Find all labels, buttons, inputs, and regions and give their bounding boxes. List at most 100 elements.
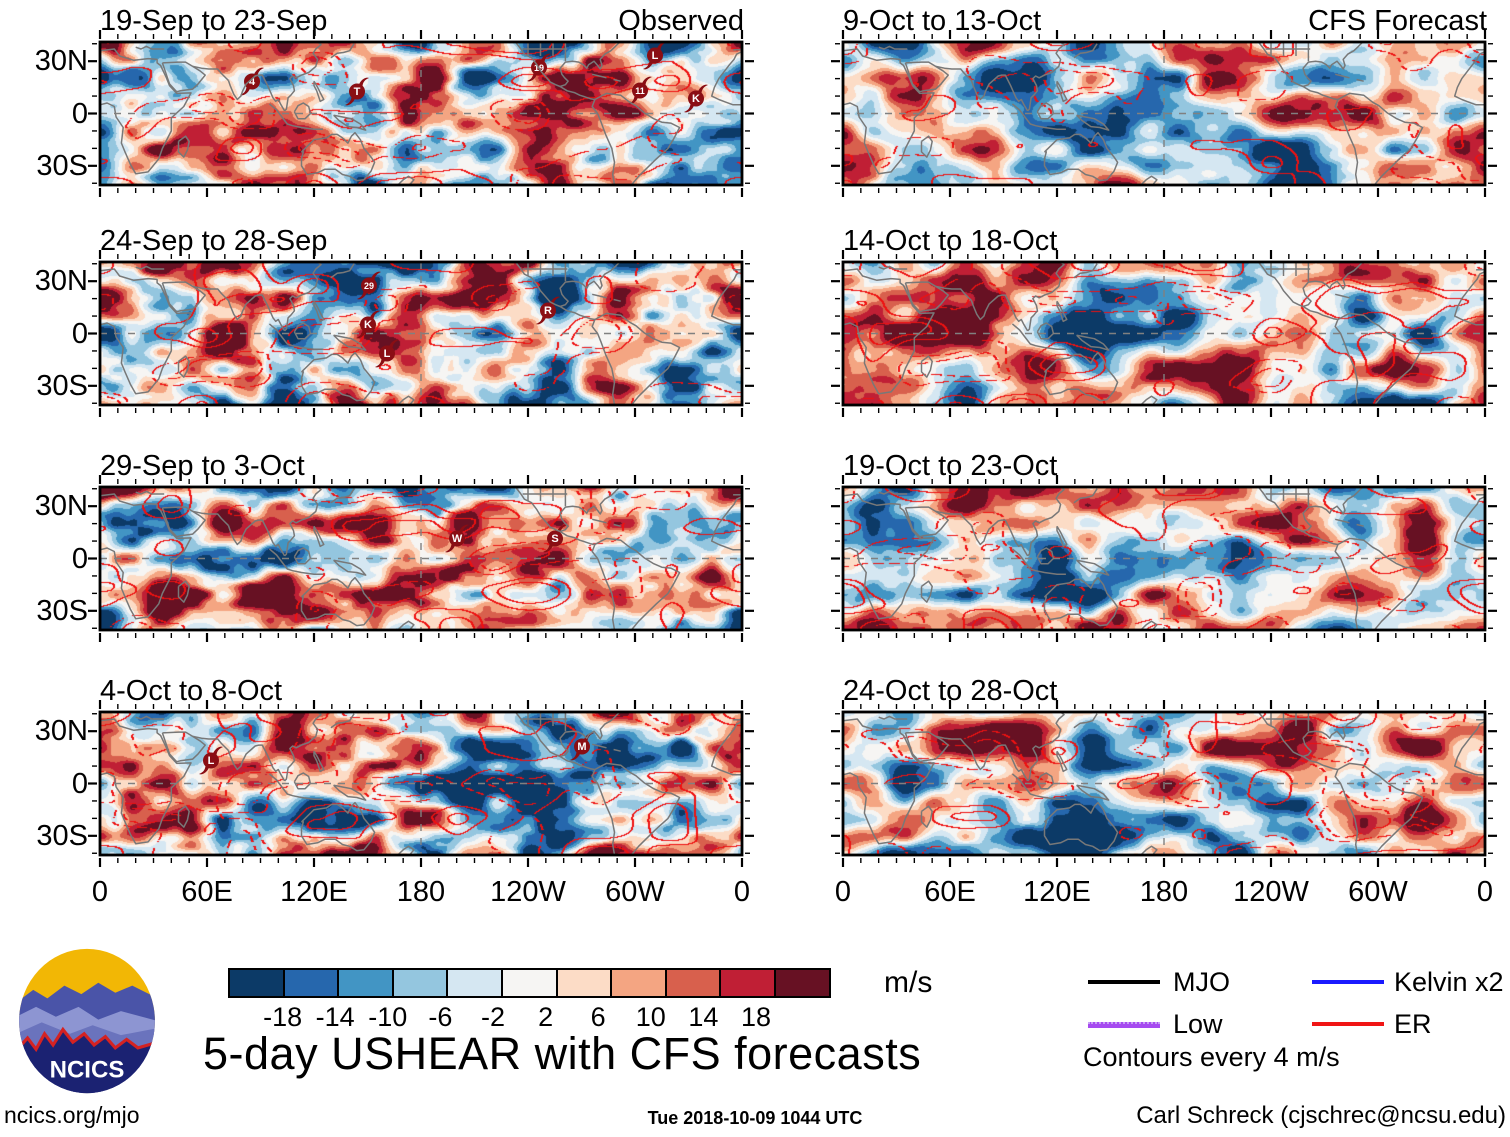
y-axis-label: 0 [71, 542, 88, 575]
coastline [284, 261, 322, 332]
site-link[interactable]: ncics.org/mjo [4, 1102, 140, 1128]
coastline [559, 755, 596, 771]
coastline [1076, 784, 1110, 801]
colorbar-segment [284, 970, 340, 996]
coastline [99, 718, 192, 845]
coastline [268, 323, 323, 350]
coastline [1027, 41, 1065, 112]
map-panel: 24-Sep to 28-Sep 29 K L R [88, 225, 754, 417]
coastline [920, 355, 933, 378]
coastline [1036, 102, 1055, 120]
coastline [1056, 525, 1068, 548]
svg-text:T: T [353, 86, 360, 98]
coastline [284, 486, 322, 557]
coastline [1334, 99, 1359, 186]
coastline [842, 493, 935, 620]
coastline [920, 580, 933, 603]
coastline [300, 801, 376, 852]
coastline [293, 547, 312, 565]
colorbar-segment [775, 970, 829, 996]
coastline [591, 319, 616, 406]
panel-head: 4-Oct to 8-Oct [98, 675, 744, 709]
storm-marker-T: T [344, 76, 369, 113]
y-axis-label: 0 [71, 767, 88, 800]
coastline [135, 715, 165, 720]
coastline [878, 490, 908, 495]
coastline [192, 65, 229, 81]
tropical-cyclone-icon: L [642, 41, 667, 70]
coastline [313, 80, 325, 103]
author-credit: Carl Schreck (cjschrec@ncsu.edu) [1136, 1102, 1506, 1129]
x-axis-label: 60E [181, 876, 233, 908]
coastline [397, 620, 415, 631]
svg-text:K: K [692, 93, 700, 105]
logo-text: NCICS [50, 1057, 125, 1084]
coastline [1453, 495, 1486, 551]
map-box: 29 K L R [88, 250, 754, 417]
coastline [1356, 298, 1364, 302]
legend-label-low: Low [1173, 1009, 1223, 1039]
coastline [1335, 293, 1350, 299]
map-box [831, 250, 1497, 417]
er-line-swatch [1312, 1022, 1384, 1026]
coastline [1140, 845, 1158, 856]
x-axis-label: 180 [396, 876, 446, 908]
coastline [559, 85, 596, 101]
colorbar-tick-label: 6 [590, 1002, 606, 1032]
coastline [1011, 548, 1066, 575]
tropical-cyclone-icon: K [355, 310, 380, 338]
svg-text:4: 4 [249, 76, 256, 88]
coastline [904, 731, 949, 763]
coastline [1056, 750, 1068, 773]
x-axis-label: 180 [1139, 876, 1189, 908]
coastline [99, 48, 192, 175]
map-overlay [831, 30, 1497, 197]
coastline [970, 519, 1029, 557]
coastline [1027, 711, 1065, 782]
colorbar-tick-label: -6 [428, 1002, 453, 1032]
coastline [1011, 773, 1066, 800]
coastline [514, 261, 621, 308]
coastline [1073, 488, 1098, 504]
x-axis-label: 60E [924, 876, 976, 908]
map-panel: 9-Oct to 13-Oct CFS Forecast [831, 5, 1497, 197]
y-axis-label: 30N [34, 45, 88, 78]
coastline [842, 48, 935, 175]
coastline [878, 715, 908, 720]
svg-text:11: 11 [636, 86, 646, 96]
coastline [1140, 395, 1158, 406]
tropical-cyclone-icon: W [444, 524, 469, 553]
coastline [1334, 319, 1359, 406]
storm-marker-11: 11 [628, 74, 653, 111]
coastline [904, 61, 949, 93]
coastline [192, 735, 229, 751]
x-axis-label: 60W [605, 876, 665, 908]
coastline [161, 506, 206, 538]
map-panel: 19-Oct to 23-Oct [831, 450, 1497, 642]
coastline [268, 773, 323, 800]
coastline [970, 74, 1029, 112]
coastline [192, 510, 229, 526]
panel-head: 24-Sep to 28-Sep [98, 225, 744, 259]
coastline [293, 102, 312, 120]
coastline [878, 45, 908, 50]
coastline [1302, 530, 1339, 546]
coastline [1043, 131, 1119, 182]
x-axis-label: 0 [91, 876, 109, 908]
tropical-cyclone-icon: L [198, 746, 223, 774]
coastline [1302, 755, 1339, 771]
coastline [594, 92, 681, 186]
y-axis-label: 30S [36, 819, 88, 852]
map-box: 4 T 19 L 11 K [88, 30, 754, 197]
coastline [591, 99, 616, 186]
colorbar-tick-label: -14 [315, 1002, 355, 1032]
ncics-logo: NCICS [19, 948, 155, 1094]
panel-head: 29-Sep to 3-Oct [98, 450, 744, 484]
coastline [1140, 175, 1158, 186]
map-panel: 14-Oct to 18-Oct [831, 225, 1497, 417]
mjo-line-swatch [1088, 980, 1160, 984]
coastline [710, 495, 743, 551]
map-overlay [88, 700, 754, 867]
